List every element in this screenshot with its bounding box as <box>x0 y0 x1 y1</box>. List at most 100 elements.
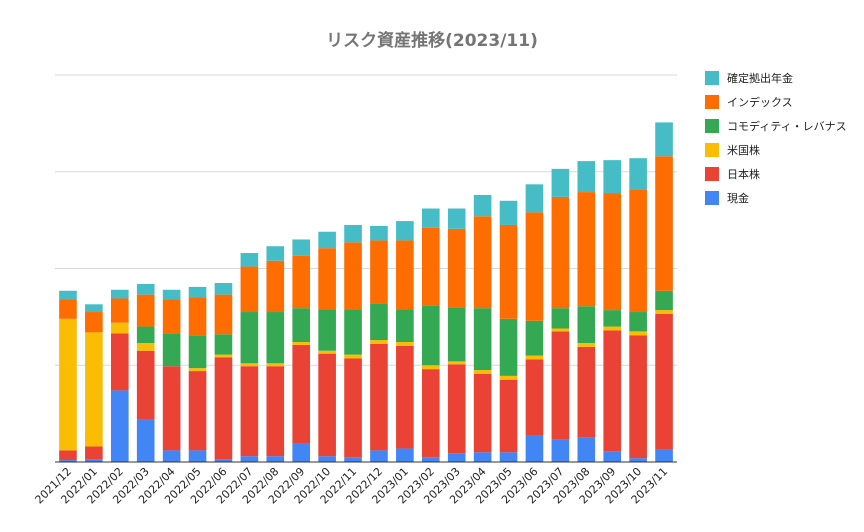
bar-segment <box>292 342 311 345</box>
bar-segment <box>188 297 207 336</box>
bar-segment <box>344 242 362 310</box>
bar-segment <box>344 457 362 462</box>
bar-segment <box>162 289 181 300</box>
bar-segment <box>396 342 414 346</box>
bar-segment <box>188 450 207 462</box>
bar-segment <box>525 355 544 360</box>
bar-segment <box>629 158 647 190</box>
bar-segment <box>603 193 622 311</box>
bar-segment <box>136 283 155 295</box>
bar-segment <box>655 449 673 462</box>
bar-segment <box>447 364 466 454</box>
bar-segment <box>447 228 466 308</box>
bar-segment <box>370 240 388 304</box>
bar-segment <box>473 452 492 462</box>
bar-segment <box>499 375 518 380</box>
bar-segment <box>85 304 103 313</box>
bar-segment <box>525 212 544 321</box>
bar-segment <box>629 189 647 313</box>
bar-segment <box>344 224 362 243</box>
bar-segment <box>318 456 336 462</box>
bar-segment <box>318 231 336 249</box>
bar-segment <box>473 216 492 309</box>
bar-segment <box>577 437 596 462</box>
legend-item: 米国株 <box>705 138 847 162</box>
bar-segment <box>551 196 570 309</box>
bar-segment <box>629 331 647 336</box>
legend-label: 確定拠出年金 <box>727 72 793 85</box>
bar-segment <box>292 255 311 309</box>
bar-segment <box>525 435 544 462</box>
bar-segment <box>110 322 129 334</box>
bar-segment <box>85 332 103 447</box>
bar-segment <box>603 330 622 452</box>
legend-swatch <box>705 95 719 109</box>
bar-segment <box>499 318 518 376</box>
bar-segment <box>344 354 362 359</box>
bar-segment <box>655 122 673 157</box>
bar-segment <box>188 335 207 369</box>
bar-segment <box>59 450 77 461</box>
bar-segment <box>447 361 466 365</box>
bar-segment <box>318 353 336 457</box>
bar-segment <box>214 334 233 355</box>
legend-swatch <box>705 167 719 181</box>
bar-segment <box>551 331 570 440</box>
bar-segment <box>344 358 362 458</box>
bar-segment <box>266 312 285 364</box>
bar-segment <box>629 335 647 459</box>
legend-swatch <box>705 119 719 133</box>
bar-segment <box>266 363 285 367</box>
bar-segment <box>85 312 103 333</box>
bar-segment <box>370 343 388 451</box>
bar-segment <box>240 312 259 364</box>
bar-segment <box>266 456 285 462</box>
bar-segment <box>110 333 129 391</box>
legend-item: コモディティ・レバナス <box>705 114 847 138</box>
bar-segment <box>577 342 596 347</box>
legend: 確定拠出年金 インデックス コモディティ・レバナス 米国株 日本株 現金 <box>705 66 847 210</box>
bar-segment <box>240 363 259 367</box>
bar-segment <box>499 452 518 462</box>
bar-segment <box>110 298 129 323</box>
legend-item: 日本株 <box>705 162 847 186</box>
bar-segment <box>318 248 336 310</box>
bar-segment <box>188 371 207 451</box>
bar-segment <box>214 357 233 460</box>
bar-segment <box>447 453 466 462</box>
legend-swatch <box>705 191 719 205</box>
bar-segment <box>525 359 544 436</box>
bar-segment <box>370 225 388 241</box>
bar-segment <box>292 344 311 444</box>
bar-segment <box>162 333 181 367</box>
bar-segment <box>421 457 440 462</box>
bar-segment <box>292 443 311 462</box>
bar-segment <box>577 161 596 193</box>
bar-segment <box>370 450 388 462</box>
bar-segment <box>136 342 155 351</box>
bar-segment <box>551 308 570 329</box>
bar-segment <box>85 446 103 460</box>
bar-segment <box>214 459 233 462</box>
bar-segment <box>240 266 259 313</box>
bar-segment <box>525 320 544 356</box>
bar-segment <box>59 460 77 462</box>
bar-segment <box>421 208 440 228</box>
bar-segment <box>188 286 207 298</box>
bar-segment <box>370 303 388 341</box>
bar-segment <box>396 240 414 310</box>
chart-title: リスク資産推移(2023/11) <box>326 31 538 51</box>
bar-segment <box>551 328 570 332</box>
legend-swatch <box>705 143 719 157</box>
bar-segment <box>214 354 233 358</box>
bar-segment <box>318 309 336 351</box>
bar-segment <box>59 299 77 319</box>
bar-segment <box>577 192 596 307</box>
bar-segment <box>655 310 673 314</box>
bar-segment <box>59 318 77 451</box>
bar-segment <box>577 306 596 343</box>
bar-segment <box>499 379 518 453</box>
bar-segment <box>447 208 466 229</box>
legend-item: インデックス <box>705 90 847 114</box>
